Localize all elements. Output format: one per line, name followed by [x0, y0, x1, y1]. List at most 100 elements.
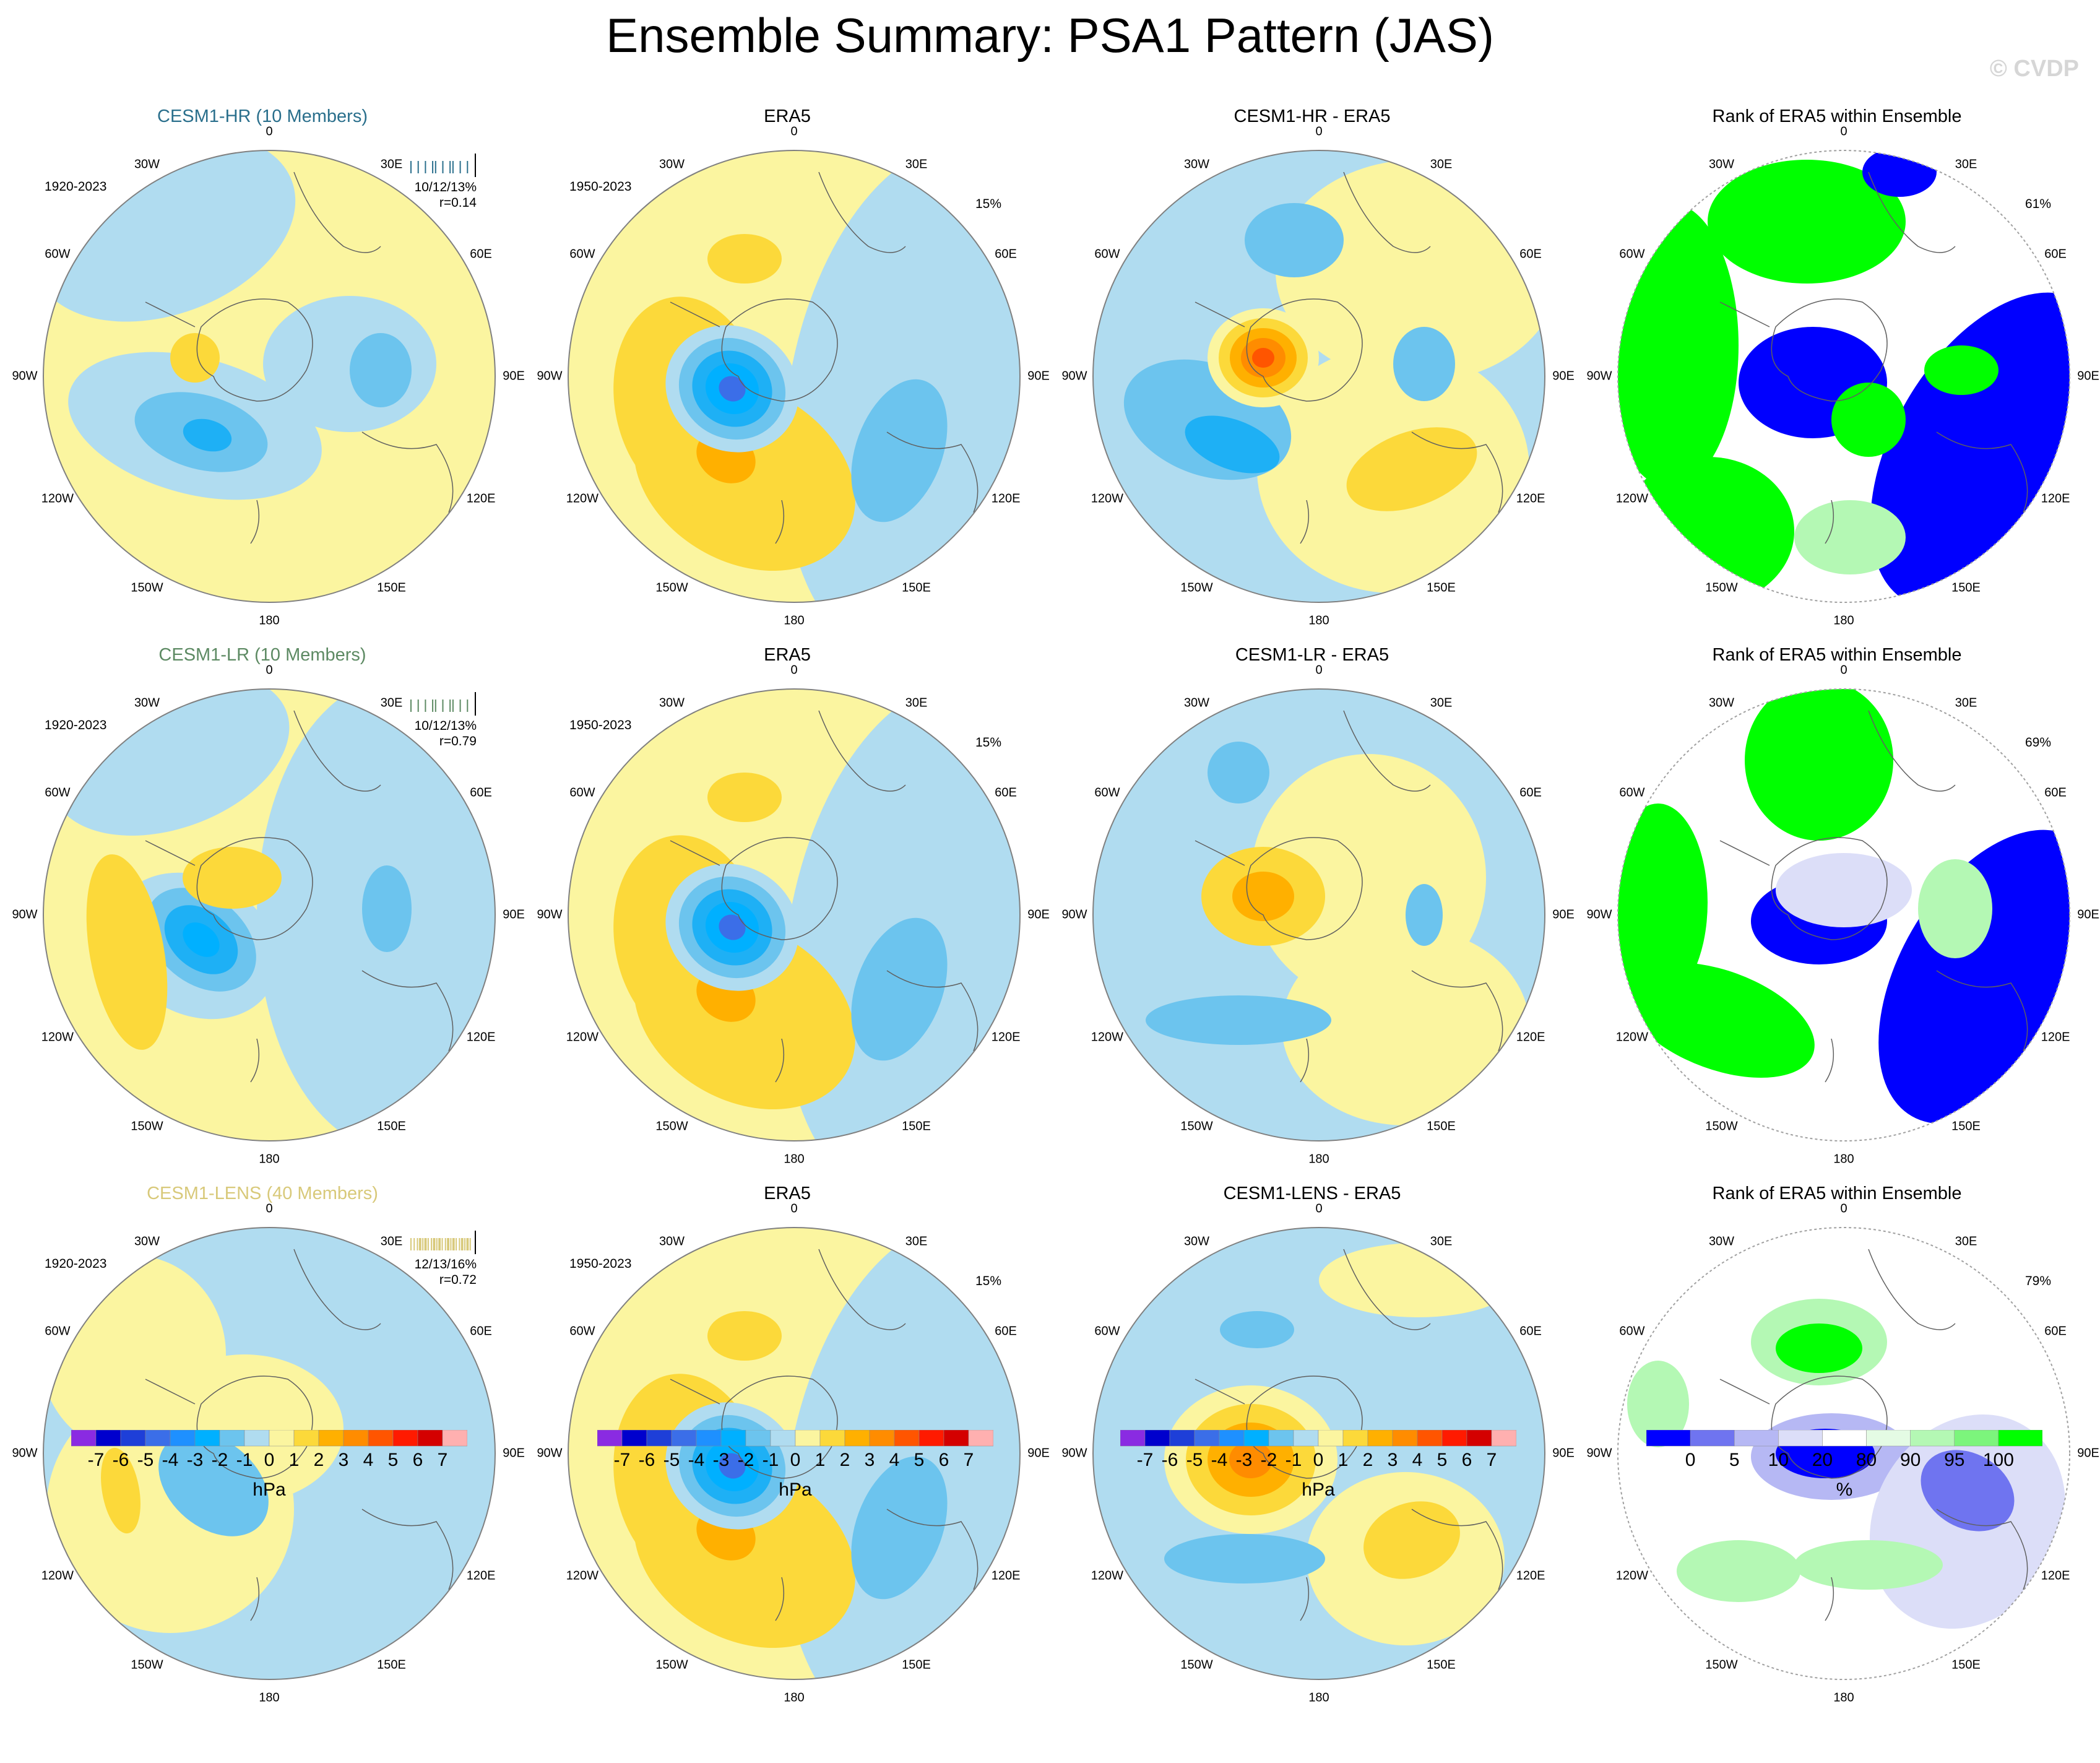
longitude-label: 90W: [537, 1446, 563, 1460]
longitude-label: 30W: [1708, 1234, 1735, 1249]
longitude-label: 180: [784, 1691, 805, 1705]
africa-outline: [1868, 710, 1956, 792]
diff-polar-map: [1092, 688, 1545, 1141]
longitude-label: 150E: [377, 1658, 406, 1672]
longitude-label: 60W: [569, 1324, 595, 1338]
longitude-label: 30W: [1183, 1234, 1210, 1249]
low-pressure-contour: [1252, 348, 1274, 368]
longitude-label: 30E: [1430, 696, 1453, 710]
colorbar-swatch: [1318, 1430, 1344, 1447]
colorbar-tick-label: 80: [1856, 1450, 1877, 1470]
new-zealand-outline: [775, 500, 785, 544]
longitude-label: 90W: [12, 1446, 38, 1460]
colorbar-swatch: [318, 1430, 344, 1447]
panel-title: CESM1-LENS (40 Members): [147, 1184, 378, 1203]
africa-outline: [1868, 1249, 1956, 1330]
colorbar-tick-label: 4: [889, 1450, 900, 1470]
panel-title: Rank of ERA5 within Ensemble: [1712, 1184, 1962, 1203]
longitude-label: 180: [259, 1691, 280, 1705]
low-pressure-contour: [719, 914, 746, 940]
longitude-label: 0: [790, 1202, 798, 1216]
anomaly-contour: [1745, 689, 1893, 841]
new-zealand-outline: [1300, 500, 1310, 544]
map-boundary: [1092, 688, 1545, 1141]
antarctica-outline: [196, 1375, 313, 1479]
longitude-label: 90E: [1552, 1446, 1575, 1460]
longitude-label: 120E: [1516, 1030, 1545, 1044]
colorbar-swatch: [71, 1430, 97, 1447]
panel-title: CESM1-HR (10 Members): [157, 106, 368, 126]
australia-outline: [361, 431, 454, 513]
colorbar-swatches: [71, 1430, 467, 1447]
south-america-outline: [145, 1379, 196, 1405]
longitude-label: 90W: [1586, 369, 1612, 383]
africa-outline: [818, 171, 906, 253]
longitude-label: 30E: [1955, 696, 1977, 710]
new-zealand-outline: [1300, 1577, 1310, 1621]
anomaly-contour: [1776, 1323, 1862, 1373]
colorbar-swatch: [269, 1430, 295, 1447]
anomaly-contour: [1245, 203, 1344, 277]
anomaly-contour: [707, 773, 782, 822]
australia-outline: [886, 970, 979, 1052]
longitude-label: 90E: [1027, 907, 1050, 922]
new-zealand-outline: [250, 1038, 260, 1083]
antarctica-outline: [1771, 837, 1888, 940]
diff-panel-row-3: CESM1-LENS - ERA5 0 30E 60E 90E 120E 150E 180 15…: [1050, 1170, 1575, 1709]
anomaly-contour: [1921, 1450, 2015, 1531]
rank-panel-row-1: Rank of ERA5 within Ensemble 61% 0 30E 60E 90…: [1575, 93, 2099, 631]
colorbar-tick-label: 6: [1461, 1450, 1472, 1470]
panel-title: Rank of ERA5 within Ensemble: [1712, 106, 1962, 126]
longitude-label: 30E: [905, 1234, 928, 1249]
variance-percent-label: 15%: [975, 1274, 1002, 1288]
anomaly-contour: [1625, 963, 1815, 1078]
colorbar-swatch: [145, 1430, 171, 1447]
anomaly-contour: [1677, 1540, 1800, 1602]
longitude-label: 30E: [1430, 1234, 1453, 1249]
colorbar-swatch: [918, 1430, 944, 1447]
colorbar-swatch: [120, 1430, 146, 1447]
longitude-label: 180: [1308, 1152, 1329, 1166]
longitude-label: 30E: [380, 1234, 403, 1249]
colorbar-tick-label: -1: [762, 1450, 779, 1470]
longitude-label: 0: [1840, 124, 1847, 139]
longitude-label: 90W: [1061, 1446, 1087, 1460]
anomaly-contour: [362, 865, 412, 952]
longitude-label: 150W: [131, 581, 163, 595]
colorbar-tick-label: -2: [1260, 1450, 1277, 1470]
era5-panel-row-2: ERA5 1950-2023 15% 0 30E 60E 90E 120E 150E 180 150…: [525, 631, 1050, 1170]
anomaly-contour: [1708, 160, 1906, 284]
colorbar-tick-label: 5: [914, 1450, 925, 1470]
colorbar-tick-label: 2: [313, 1450, 324, 1470]
colorbar-tick-label: -5: [663, 1450, 680, 1470]
longitude-label: 30E: [905, 157, 928, 171]
copyright-watermark: © CVDP: [1989, 56, 2079, 82]
colorbar-tick-label: 7: [963, 1450, 974, 1470]
colorbar-swatch: [1646, 1430, 1691, 1447]
map-boundary: [43, 688, 496, 1141]
longitude-label: 0: [790, 663, 798, 677]
longitude-label: 60E: [1519, 247, 1542, 261]
map-boundary: [568, 688, 1021, 1141]
longitude-label: 30E: [380, 157, 403, 171]
colorbar-swatch: [194, 1430, 220, 1447]
longitude-label: 30W: [1708, 696, 1735, 710]
longitude-label: 90E: [2077, 369, 2099, 383]
longitude-label: 90W: [1061, 369, 1087, 383]
variance-percent-label: 15%: [975, 197, 1002, 211]
longitude-label: 120W: [1091, 1030, 1124, 1044]
colorbar-swatch: [343, 1430, 369, 1447]
longitude-label: 150E: [1951, 1119, 1981, 1133]
longitude-label: 120E: [2041, 492, 2070, 505]
longitude-label: 120W: [41, 492, 74, 505]
colorbar-tick-label: -5: [1186, 1450, 1203, 1470]
longitude-label: 150W: [655, 1119, 688, 1133]
panel-title: CESM1-LENS - ERA5: [1223, 1184, 1401, 1203]
colorbar-tick-label: 7: [437, 1450, 448, 1470]
longitude-label: 60E: [470, 786, 492, 799]
colorbar-swatch: [770, 1430, 796, 1447]
south-america-outline: [1719, 301, 1770, 327]
longitude-label: 0: [266, 1202, 273, 1216]
longitude-label: 30E: [905, 696, 928, 710]
pattern-correlation-label: r=0.14: [439, 196, 477, 210]
